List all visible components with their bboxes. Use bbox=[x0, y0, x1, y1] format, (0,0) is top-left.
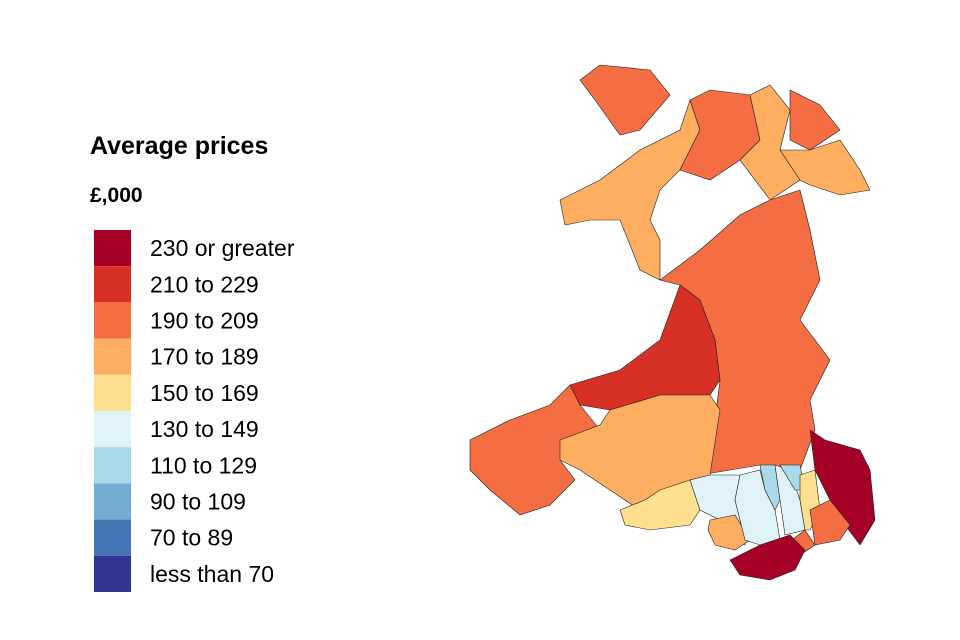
legend-swatch bbox=[94, 555, 131, 592]
region bbox=[809, 499, 851, 546]
legend-swatch bbox=[94, 483, 131, 520]
region bbox=[707, 514, 751, 551]
legend-label: 170 to 189 bbox=[150, 344, 259, 370]
legend-swatch bbox=[94, 230, 131, 267]
region bbox=[579, 64, 671, 136]
region bbox=[559, 99, 701, 281]
legend-subtitle: £,000 bbox=[90, 184, 143, 207]
legend-label: 110 to 129 bbox=[150, 452, 257, 478]
legend-swatch bbox=[94, 519, 131, 556]
legend-label: 150 to 169 bbox=[150, 380, 259, 406]
legend-label: 130 to 149 bbox=[150, 416, 259, 442]
wales-map bbox=[469, 64, 876, 581]
legend-swatch bbox=[94, 374, 131, 411]
region bbox=[729, 534, 806, 581]
legend-title: Average prices bbox=[90, 132, 268, 160]
legend-label: 90 to 109 bbox=[150, 489, 246, 515]
legend-swatch bbox=[94, 338, 131, 375]
legend-swatch bbox=[94, 447, 131, 484]
region bbox=[779, 139, 871, 196]
legend-swatch bbox=[94, 266, 131, 303]
legend-label: 230 or greater bbox=[150, 235, 295, 261]
legend: 230 or greater 210 to 229 190 to 209 170 to… bbox=[94, 230, 295, 592]
legend-swatch bbox=[94, 302, 131, 339]
legend-label: 70 to 89 bbox=[150, 525, 233, 551]
region bbox=[569, 284, 721, 411]
legend-label: 210 to 229 bbox=[150, 271, 259, 297]
legend-swatch bbox=[94, 411, 131, 448]
region bbox=[809, 429, 876, 546]
legend-label: 190 to 209 bbox=[150, 308, 259, 334]
legend-label: less than 70 bbox=[150, 561, 274, 587]
region bbox=[789, 89, 841, 151]
region bbox=[759, 464, 781, 511]
